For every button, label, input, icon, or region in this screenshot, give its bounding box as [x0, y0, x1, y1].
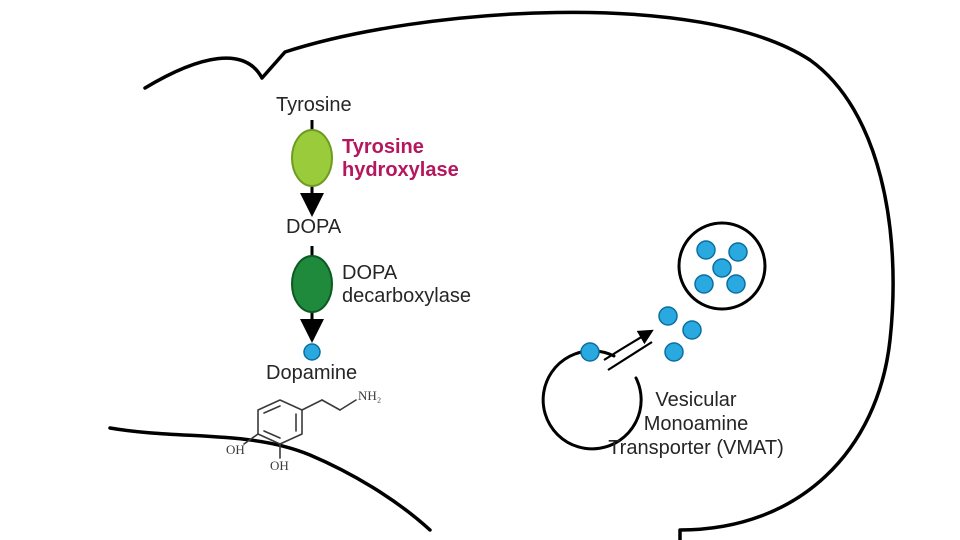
vesicles-svg: [0, 0, 960, 540]
label-vmat: Vesicular Monoamine Transporter (VMAT): [606, 388, 786, 460]
diagram-stage: Tyrosine Tyrosine hydroxylase DOPA DOPA …: [0, 0, 960, 540]
